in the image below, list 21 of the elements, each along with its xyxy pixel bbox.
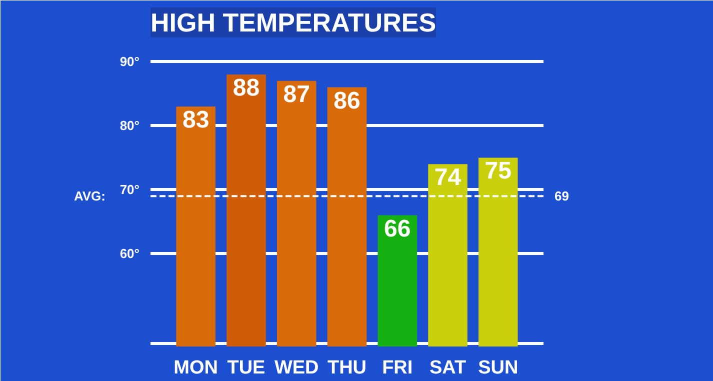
data-label: 75 xyxy=(484,158,512,185)
x-tick-label: TUE xyxy=(227,358,266,378)
ref-line-label: AVG: xyxy=(74,188,106,204)
data-label: 88 xyxy=(232,74,260,102)
y-tick-label: 80° xyxy=(120,118,140,134)
data-label: 87 xyxy=(283,80,310,108)
x-tick-label: SAT xyxy=(429,358,466,378)
y-tick-label: 60° xyxy=(120,246,140,262)
chart-title: HIGH TEMPERATURES xyxy=(150,8,436,38)
x-tick-label: MON xyxy=(174,358,218,378)
x-tick-label: FRI xyxy=(382,358,413,378)
data-label: 66 xyxy=(384,215,411,242)
data-label: 74 xyxy=(434,164,462,192)
x-tick-label: THU xyxy=(327,358,367,378)
data-label: 83 xyxy=(182,106,210,134)
x-tick-label: SUN xyxy=(478,358,518,378)
data-label: 86 xyxy=(334,87,360,114)
y-tick-label: 70° xyxy=(120,182,140,198)
text: 69 xyxy=(554,188,569,204)
y-tick-label: 90° xyxy=(120,54,140,70)
x-tick-label: WED xyxy=(274,358,319,378)
